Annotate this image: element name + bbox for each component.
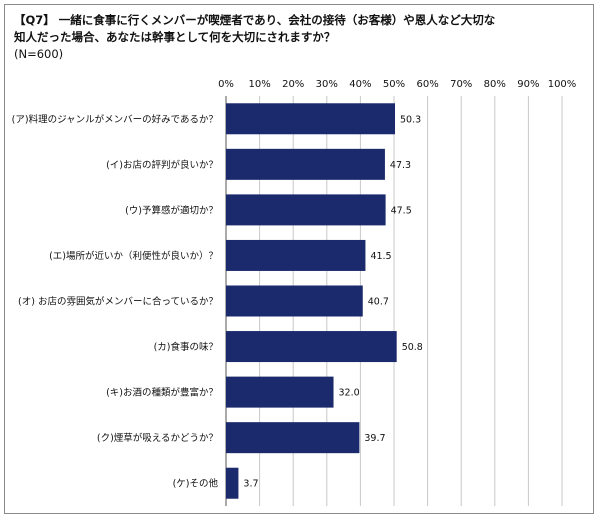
x-tick-label: 80% bbox=[484, 79, 506, 90]
x-tick-label: 30% bbox=[316, 79, 338, 90]
data-label: 32.0 bbox=[339, 388, 360, 399]
x-tick-label: 60% bbox=[416, 79, 438, 90]
x-tick-label: 20% bbox=[282, 79, 304, 90]
x-tick-label: 0% bbox=[218, 79, 234, 90]
category-label: (イ)お店の評判が良いか？ bbox=[106, 159, 218, 171]
category-label: (キ)お酒の種類が豊富か？ bbox=[106, 387, 218, 399]
category-label: (オ) お店の雰囲気がメンバーに合っているか？ bbox=[18, 296, 218, 308]
data-label: 50.8 bbox=[402, 342, 423, 353]
data-label: 50.3 bbox=[400, 114, 421, 125]
category-label: (ア)料理のジャンルがメンバーの好みであるか？ bbox=[12, 113, 218, 125]
x-tick-label: 90% bbox=[517, 79, 539, 90]
category-label: (カ)食事の味？ bbox=[154, 341, 218, 353]
bar bbox=[226, 376, 334, 408]
data-label: 41.5 bbox=[370, 251, 391, 262]
x-tick-label: 50% bbox=[383, 79, 405, 90]
data-label: 47.5 bbox=[391, 205, 412, 216]
title-line-1: 【Q7】 一緒に食事に行くメンバーが喫煙者であり、会社の接待（お客様）や恩人など… bbox=[14, 13, 496, 27]
bar bbox=[226, 103, 396, 135]
bar bbox=[226, 467, 239, 499]
x-tick-label: 10% bbox=[248, 79, 270, 90]
bar bbox=[226, 194, 386, 226]
category-label: (ウ)予算感が適切か？ bbox=[125, 204, 218, 216]
data-label: 39.7 bbox=[364, 433, 385, 444]
bar bbox=[226, 422, 360, 454]
bar bbox=[226, 148, 385, 180]
category-label: (エ)場所が近いか（利便性が良いか）？ bbox=[49, 250, 218, 262]
data-label: 40.7 bbox=[368, 297, 389, 308]
title-sample-size: (N=600) bbox=[14, 47, 64, 61]
category-label: (ケ)その他 bbox=[173, 478, 219, 490]
category-label: (ク)煙草が吸えるかどうか？ bbox=[97, 432, 218, 444]
x-tick-label: 40% bbox=[349, 79, 371, 90]
data-label: 47.3 bbox=[390, 160, 411, 171]
bar bbox=[226, 331, 397, 363]
x-tick-label: 100% bbox=[548, 79, 577, 90]
bar bbox=[226, 239, 366, 271]
chart-title: 【Q7】 一緒に食事に行くメンバーが喫煙者であり、会社の接待（お客様）や恩人など… bbox=[14, 12, 584, 63]
data-label: 3.7 bbox=[243, 479, 258, 490]
x-tick-label: 70% bbox=[450, 79, 472, 90]
title-line-2: 知人だった場合、あなたは幹事として何を大切にされますか？ bbox=[14, 30, 336, 44]
bar bbox=[226, 285, 363, 317]
